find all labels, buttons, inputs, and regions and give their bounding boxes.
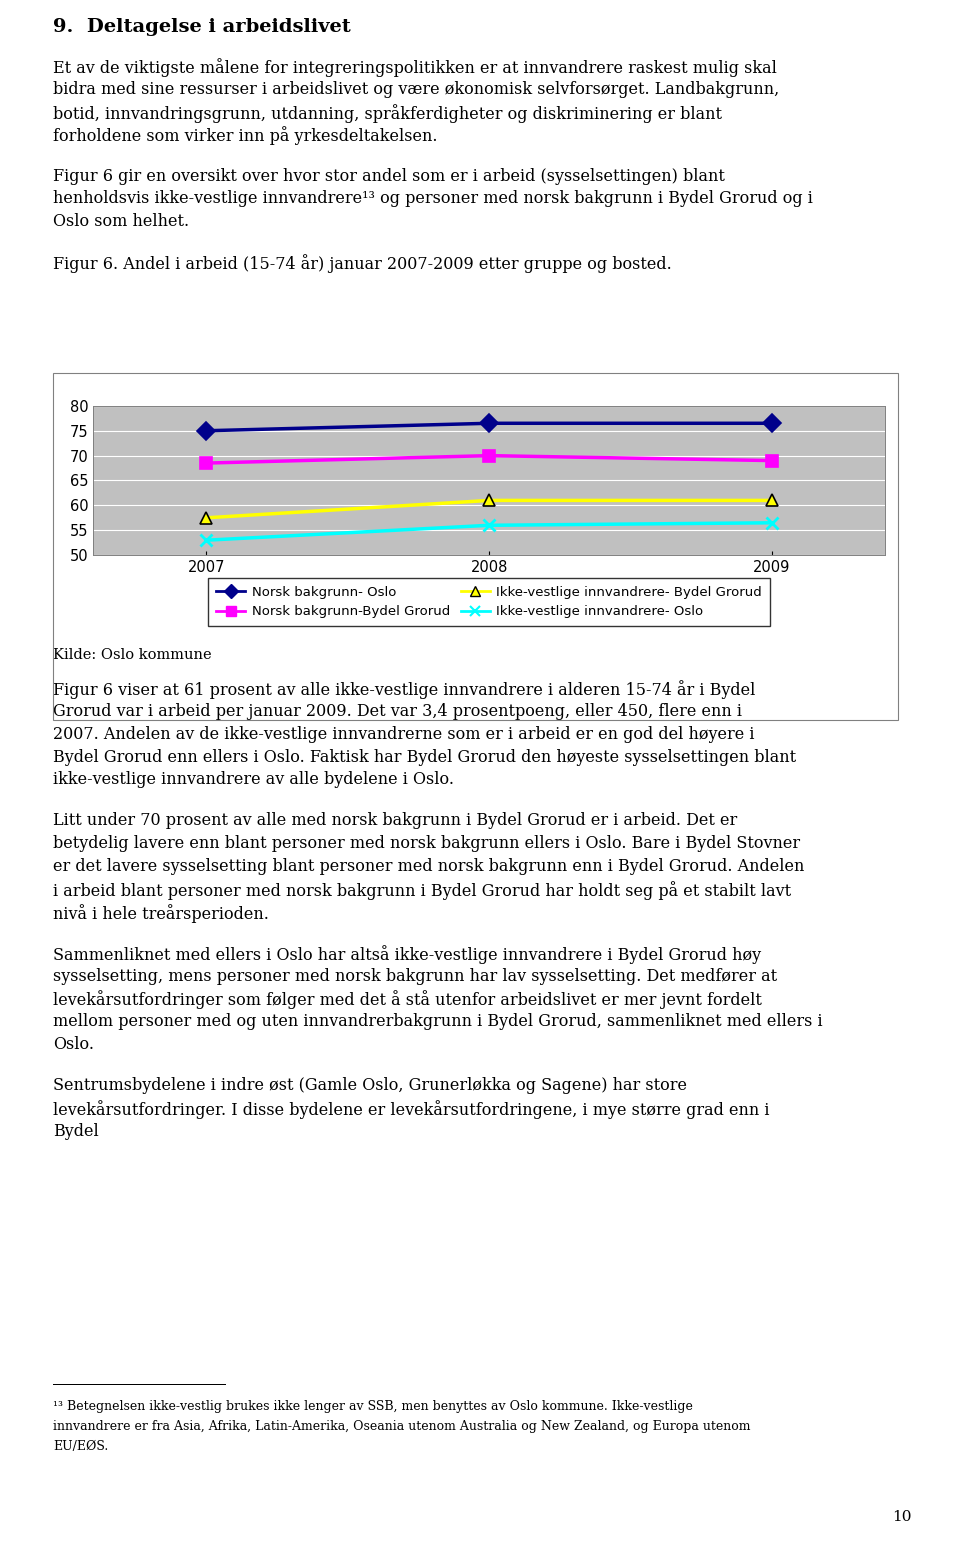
Text: mellom personer med og uten innvandrerbakgrunn i Bydel Grorud, sammenliknet med : mellom personer med og uten innvandrerba… (53, 1014, 823, 1031)
Text: levekårsutfordringer. I disse bydelene er levekårsutfordringene, i mye større gr: levekårsutfordringer. I disse bydelene e… (53, 1100, 769, 1119)
Text: sysselsetting, mens personer med norsk bakgrunn har lav sysselsetting. Det medfø: sysselsetting, mens personer med norsk b… (53, 967, 777, 984)
Text: nivå i hele treårsperioden.: nivå i hele treårsperioden. (53, 904, 269, 923)
Text: innvandrere er fra Asia, Afrika, Latin-Amerika, Oseania utenom Australia og New : innvandrere er fra Asia, Afrika, Latin-A… (53, 1420, 751, 1433)
Norsk bakgrunn- Oslo (201, 421, 212, 440)
Text: er det lavere sysselsetting blant personer med norsk bakgrunn enn i Bydel Grorud: er det lavere sysselsetting blant person… (53, 858, 804, 875)
Text: levekårsutfordringer som følger med det å stå utenfor arbeidslivet er mer jevnt : levekårsutfordringer som følger med det … (53, 991, 761, 1009)
Legend: Norsk bakgrunn- Oslo, Norsk bakgrunn-Bydel Grorud, Ikke-vestlige innvandrere- By: Norsk bakgrunn- Oslo, Norsk bakgrunn-Byd… (208, 577, 770, 626)
Text: 10: 10 (893, 1511, 912, 1524)
Line: Norsk bakgrunn-Bydel Grorud: Norsk bakgrunn-Bydel Grorud (200, 449, 779, 469)
Norsk bakgrunn-Bydel Grorud (483, 446, 494, 464)
Text: Grorud var i arbeid per januar 2009. Det var 3,4 prosentpoeng, eller 450, flere : Grorud var i arbeid per januar 2009. Det… (53, 702, 742, 721)
Text: Figur 6 gir en oversikt over hvor stor andel som er i arbeid (sysselsettingen) b: Figur 6 gir en oversikt over hvor stor a… (53, 168, 725, 185)
Ikke-vestlige innvandrere- Bydel Grorud (766, 491, 778, 509)
Text: botid, innvandringsgrunn, utdanning, språkferdigheter og diskriminering er blant: botid, innvandringsgrunn, utdanning, spr… (53, 103, 722, 122)
Text: Et av de viktigste målene for integreringspolitikken er at innvandrere raskest m: Et av de viktigste målene for integrerin… (53, 59, 777, 77)
Text: Sentrumsbydelene i indre øst (Gamle Oslo, Grunerløkka og Sagene) har store: Sentrumsbydelene i indre øst (Gamle Oslo… (53, 1077, 686, 1094)
Norsk bakgrunn- Oslo (766, 414, 778, 432)
Line: Ikke-vestlige innvandrere- Oslo: Ikke-vestlige innvandrere- Oslo (200, 517, 779, 546)
Ikke-vestlige innvandrere- Bydel Grorud (201, 509, 212, 528)
Ikke-vestlige innvandrere- Oslo (483, 515, 494, 534)
Norsk bakgrunn-Bydel Grorud (766, 452, 778, 471)
Line: Ikke-vestlige innvandrere- Bydel Grorud: Ikke-vestlige innvandrere- Bydel Grorud (200, 494, 779, 525)
Text: Sammenliknet med ellers i Oslo har altså ikke-vestlige innvandrere i Bydel Groru: Sammenliknet med ellers i Oslo har altså… (53, 944, 761, 964)
Ikke-vestlige innvandrere- Oslo (766, 514, 778, 532)
Text: EU/EØS.: EU/EØS. (53, 1440, 108, 1454)
Text: Litt under 70 prosent av alle med norsk bakgrunn i Bydel Grorud er i arbeid. Det: Litt under 70 prosent av alle med norsk … (53, 813, 737, 830)
Text: ¹³ Betegnelsen ikke-vestlig brukes ikke lenger av SSB, men benyttes av Oslo komm: ¹³ Betegnelsen ikke-vestlig brukes ikke … (53, 1400, 693, 1413)
Text: betydelig lavere enn blant personer med norsk bakgrunn ellers i Oslo. Bare i Byd: betydelig lavere enn blant personer med … (53, 835, 800, 852)
Text: 9.  Deltagelse i arbeidslivet: 9. Deltagelse i arbeidslivet (53, 19, 350, 35)
Text: Kilde: Oslo kommune: Kilde: Oslo kommune (53, 648, 211, 662)
Text: forholdene som virker inn på yrkesdeltakelsen.: forholdene som virker inn på yrkesdeltak… (53, 127, 438, 145)
Text: i arbeid blant personer med norsk bakgrunn i Bydel Grorud har holdt seg på et st: i arbeid blant personer med norsk bakgru… (53, 881, 791, 900)
Text: henholdsvis ikke-vestlige innvandrere¹³ og personer med norsk bakgrunn i Bydel G: henholdsvis ikke-vestlige innvandrere¹³ … (53, 190, 813, 207)
Norsk bakgrunn- Oslo (483, 414, 494, 432)
Text: Bydel Grorud enn ellers i Oslo. Faktisk har Bydel Grorud den høyeste sysselsetti: Bydel Grorud enn ellers i Oslo. Faktisk … (53, 748, 796, 765)
Norsk bakgrunn-Bydel Grorud (201, 454, 212, 472)
Text: Oslo som helhet.: Oslo som helhet. (53, 213, 189, 230)
Ikke-vestlige innvandrere- Oslo (201, 531, 212, 549)
Text: 2007. Andelen av de ikke-vestlige innvandrerne som er i arbeid er en god del høy: 2007. Andelen av de ikke-vestlige innvan… (53, 725, 755, 742)
Text: bidra med sine ressurser i arbeidslivet og være økonomisk selvforsørget. Landbak: bidra med sine ressurser i arbeidslivet … (53, 80, 780, 97)
Text: Figur 6. Andel i arbeid (15-74 år) januar 2007-2009 etter gruppe og bosted.: Figur 6. Andel i arbeid (15-74 år) janua… (53, 255, 672, 273)
Text: Figur 6 viser at 61 prosent av alle ikke-vestlige innvandrere i alderen 15-74 år: Figur 6 viser at 61 prosent av alle ikke… (53, 680, 756, 699)
Text: Oslo.: Oslo. (53, 1037, 94, 1054)
Text: ikke-vestlige innvandrere av alle bydelene i Oslo.: ikke-vestlige innvandrere av alle bydele… (53, 772, 454, 788)
Ikke-vestlige innvandrere- Bydel Grorud (483, 491, 494, 509)
Text: Bydel: Bydel (53, 1123, 99, 1140)
Line: Norsk bakgrunn- Oslo: Norsk bakgrunn- Oslo (200, 417, 779, 437)
